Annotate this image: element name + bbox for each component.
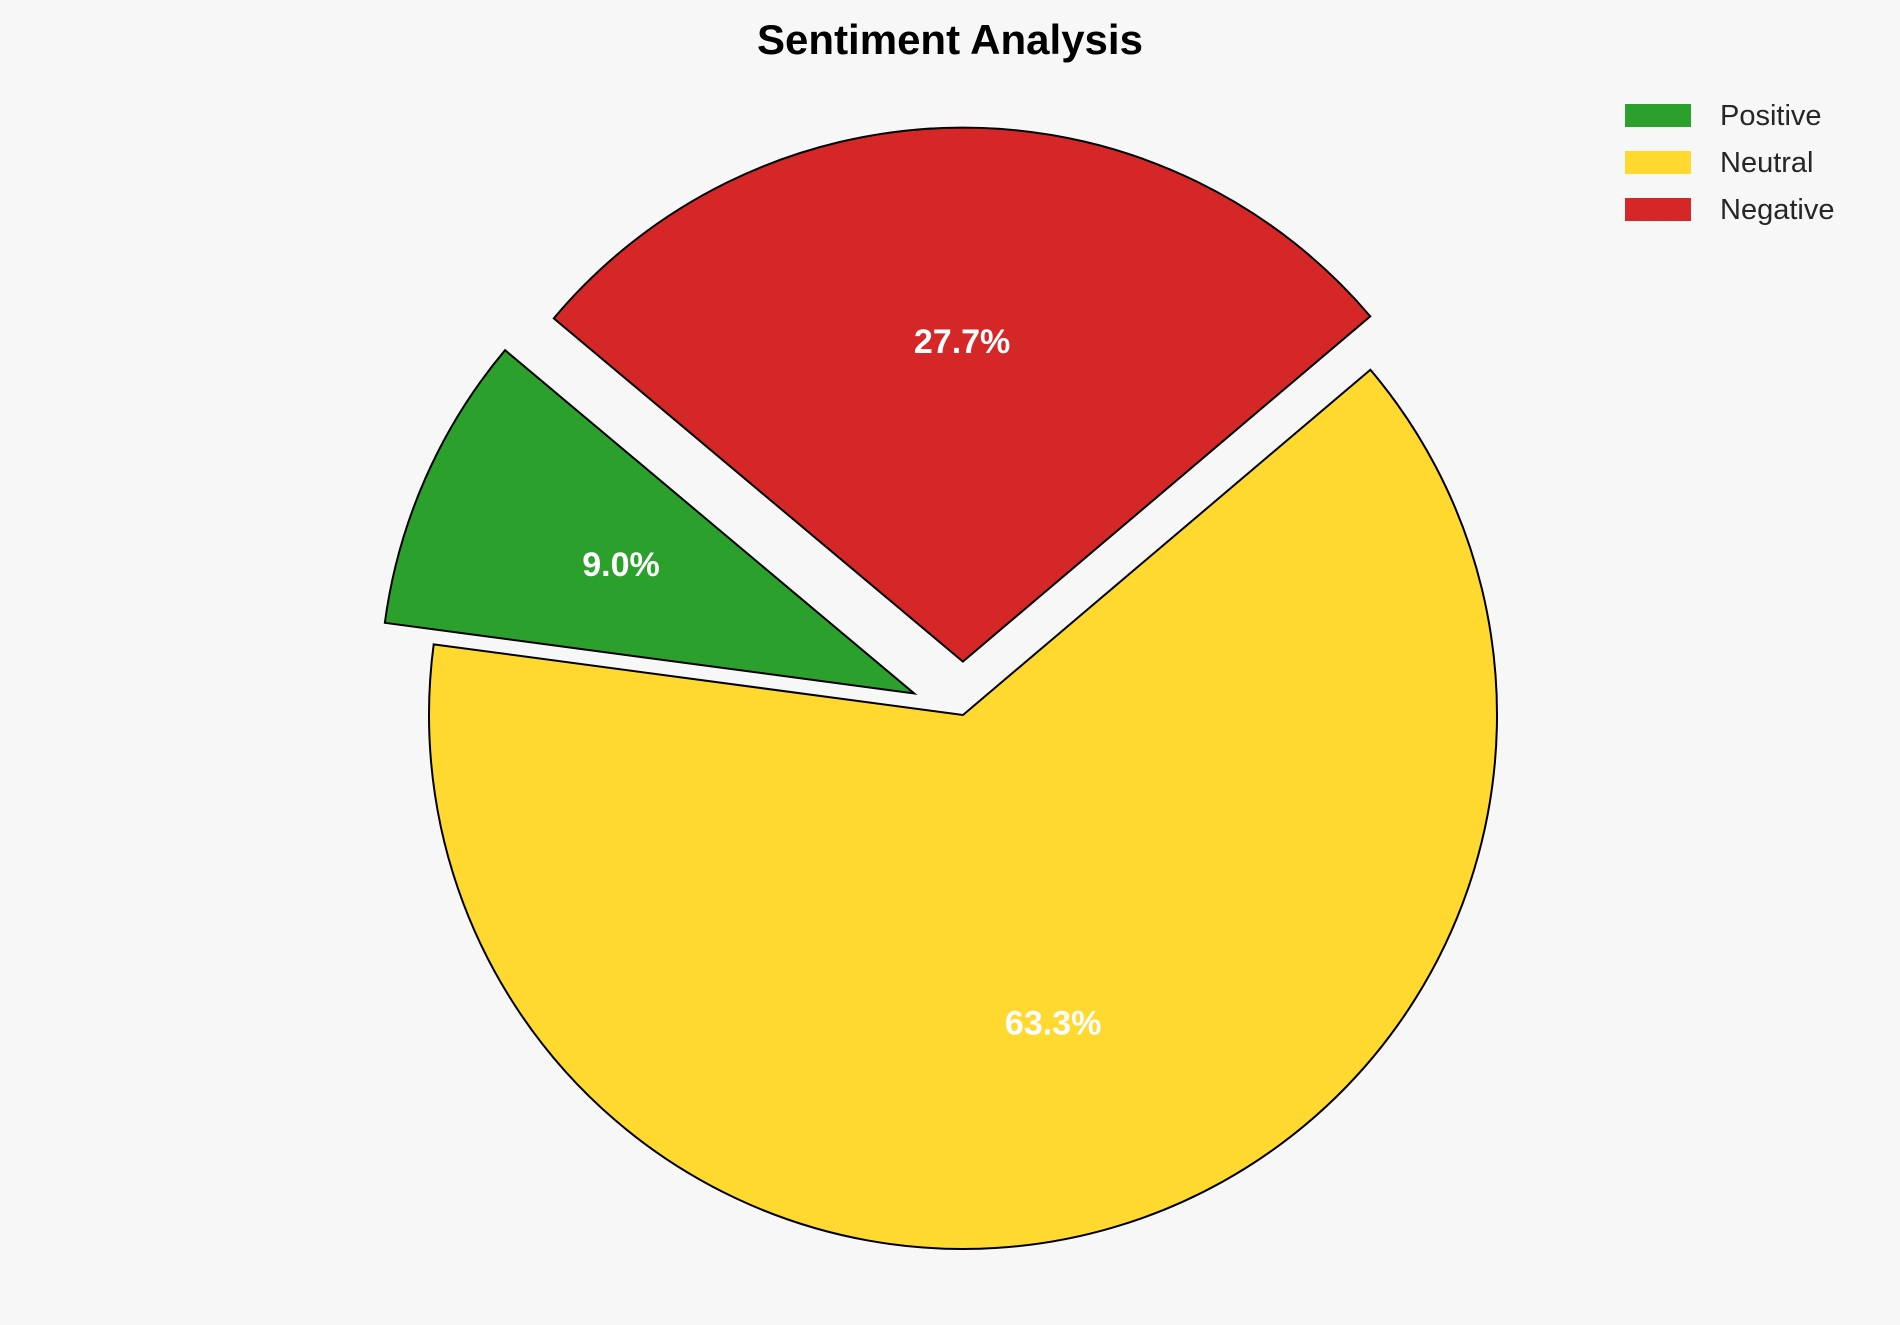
legend-swatch-positive xyxy=(1625,104,1691,127)
pie-slice-negative xyxy=(552,126,1372,663)
legend-label-neutral: Neutral xyxy=(1720,147,1814,179)
slice-label-neutral: 63.3% xyxy=(1005,1004,1101,1042)
pie-slice-positive xyxy=(383,348,918,695)
chart-title: Sentiment Analysis xyxy=(757,16,1143,63)
legend: Positive Neutral Negative xyxy=(1625,100,1834,226)
pie-slice-neutral xyxy=(428,368,1498,1250)
slice-label-positive: 9.0% xyxy=(582,546,660,584)
legend-label-negative: Negative xyxy=(1720,194,1834,226)
legend-swatch-negative xyxy=(1625,198,1691,221)
legend-swatch-neutral xyxy=(1625,151,1691,174)
slice-label-negative: 27.7% xyxy=(914,323,1010,361)
legend-label-positive: Positive xyxy=(1720,100,1822,132)
